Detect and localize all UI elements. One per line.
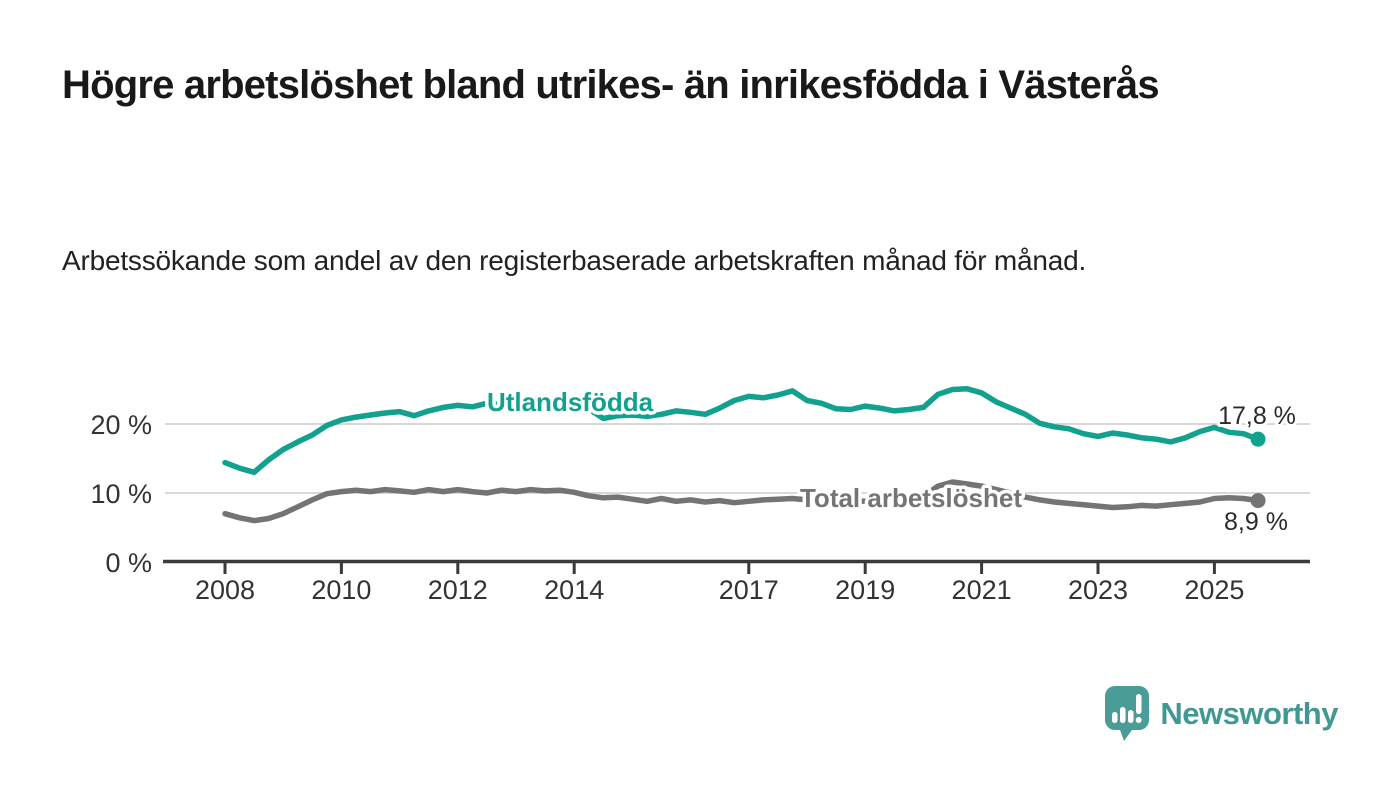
- x-axis-tick-label: 2014: [544, 575, 604, 605]
- x-axis-tick-label: 2008: [195, 575, 255, 605]
- newsworthy-branding: Newsworthy: [1103, 685, 1338, 742]
- y-axis-tick-label: 10 %: [90, 479, 152, 509]
- series-end-dot-1: [1250, 493, 1266, 509]
- x-axis-tick-label: 2025: [1184, 575, 1244, 605]
- y-axis-tick-label: 20 %: [90, 410, 152, 440]
- newsworthy-wordmark: Newsworthy: [1160, 695, 1338, 731]
- grid-layer: [165, 423, 1310, 494]
- y-axis-tick-label: 0 %: [105, 548, 152, 578]
- axis-layer: 0 % 10 % 20 % 2008 2010 2012 2014 2017 2019 2021 2…: [90, 410, 1310, 605]
- series-layer: [222, 386, 1266, 524]
- x-axis-tick-label: 2019: [835, 575, 895, 605]
- chart-title: Högre arbetslöshet bland utrikes- än inr…: [62, 63, 1160, 107]
- series-label-utlandsfodda: Utlandsfödda: [487, 387, 654, 417]
- end-value-label-utlandsfodda: 17,8 %: [1218, 402, 1296, 430]
- series-line-1: [222, 479, 1261, 524]
- series-line-0: [222, 386, 1261, 476]
- newsworthy-logo-icon: [1105, 686, 1150, 741]
- end-value-label-total: 8,9 %: [1224, 508, 1288, 536]
- series-label-total-arbetsloshet: Total arbetslöshet: [800, 483, 1022, 513]
- series-end-dot-0: [1250, 431, 1266, 447]
- x-axis-tick-label: 2021: [952, 575, 1012, 605]
- x-axis-tick-label: 2017: [719, 575, 779, 605]
- x-axis-tick-label: 2010: [311, 575, 371, 605]
- x-axis-tick-label: 2012: [428, 575, 488, 605]
- chart-subtitle: Arbetssökande som andel av den registerb…: [62, 245, 1087, 276]
- x-axis-tick-label: 2023: [1068, 575, 1128, 605]
